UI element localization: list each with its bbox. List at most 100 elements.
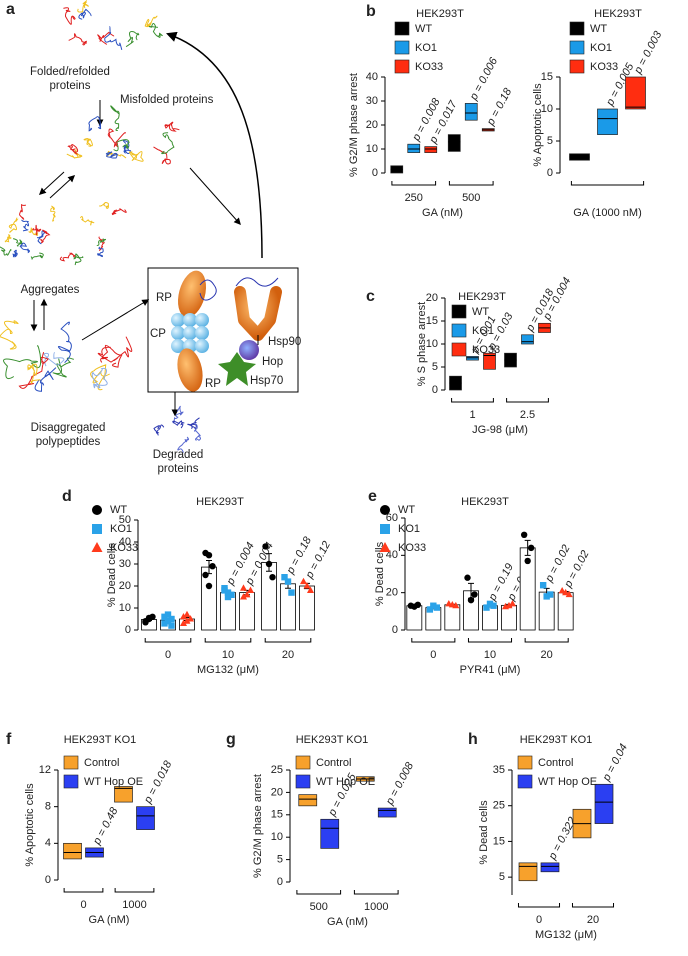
protein-strand bbox=[36, 230, 46, 245]
y-tick-label: 10 bbox=[271, 831, 283, 843]
protein-strand bbox=[105, 151, 119, 159]
protein-strand bbox=[34, 367, 57, 392]
node-label: RP bbox=[205, 378, 221, 390]
arrow bbox=[38, 171, 65, 195]
chart-title: HEK293T KO1 bbox=[520, 734, 593, 746]
protein-strand bbox=[88, 116, 102, 132]
y-tick-label: 10 bbox=[366, 143, 378, 155]
y-axis-label: % Dead cells bbox=[106, 542, 118, 607]
y-tick-label: 0 bbox=[45, 874, 51, 886]
panel-letter: g bbox=[226, 731, 236, 748]
category-bracket bbox=[506, 398, 549, 403]
x-tick-label: 500 bbox=[310, 901, 328, 913]
protein-strand bbox=[19, 204, 27, 220]
protein-strand bbox=[172, 420, 185, 429]
protein-strand bbox=[8, 217, 19, 233]
y-tick-label: 0 bbox=[125, 624, 131, 636]
legend-label: KO1 bbox=[472, 325, 494, 337]
protein-strand bbox=[97, 246, 104, 258]
data-point bbox=[414, 601, 422, 608]
protein-strand bbox=[177, 436, 190, 453]
legend-label: KO1 bbox=[398, 523, 420, 535]
box bbox=[483, 352, 496, 370]
proteasome-cp bbox=[171, 313, 209, 353]
p-value: p = 0.18 bbox=[484, 86, 514, 129]
node-label: CP bbox=[150, 328, 166, 340]
data-point bbox=[262, 543, 269, 550]
legend-swatch bbox=[517, 755, 533, 770]
legend-label: WT Hop OE bbox=[316, 776, 375, 788]
y-tick-label: 30 bbox=[366, 95, 378, 107]
legend-label: KO33 bbox=[398, 542, 426, 554]
protein-strand bbox=[104, 26, 123, 51]
legend-marker bbox=[380, 505, 390, 515]
legend-swatch bbox=[394, 59, 410, 74]
data-point bbox=[179, 619, 188, 626]
box bbox=[298, 794, 318, 807]
box bbox=[447, 134, 461, 152]
protein-strand bbox=[66, 149, 83, 159]
x-tick-label: 0 bbox=[80, 899, 86, 911]
chart-title: HEK293T KO1 bbox=[296, 734, 369, 746]
box bbox=[464, 103, 478, 121]
x-axis-label: GA (1000 nM) bbox=[573, 207, 641, 219]
protein-strand bbox=[99, 201, 109, 209]
category-bracket bbox=[570, 181, 645, 186]
y-axis-label: % Apoptotic cells bbox=[532, 83, 544, 167]
y-tick-label: 0 bbox=[392, 624, 398, 636]
y-tick-label: 5 bbox=[277, 854, 283, 866]
data-point bbox=[524, 557, 531, 565]
legend-marker bbox=[91, 542, 103, 552]
legend-label: WT bbox=[398, 504, 415, 516]
y-tick-label: 0 bbox=[277, 876, 283, 888]
data-point bbox=[239, 584, 248, 591]
y-axis-label: % G2/M phase arrest bbox=[252, 774, 264, 878]
legend-label: WT Hop OE bbox=[538, 776, 597, 788]
y-tick-label: 40 bbox=[119, 536, 131, 548]
protein-strand bbox=[0, 246, 12, 256]
protein-strand bbox=[110, 105, 120, 132]
x-axis-label: GA (nM) bbox=[89, 914, 130, 926]
box bbox=[424, 146, 438, 153]
protein-strand bbox=[111, 208, 127, 216]
data-point bbox=[205, 582, 213, 590]
data-point bbox=[142, 619, 149, 626]
data-point bbox=[246, 586, 255, 593]
category-bracket bbox=[114, 888, 155, 893]
panel-letter: b bbox=[366, 3, 376, 20]
legend-swatch bbox=[569, 21, 585, 36]
y-tick-label: 60 bbox=[386, 512, 398, 524]
protein-strand bbox=[83, 137, 93, 147]
panel-letter: d bbox=[62, 488, 72, 505]
protein-strand bbox=[164, 121, 180, 132]
data-point bbox=[452, 601, 460, 609]
client bbox=[235, 277, 279, 287]
data-point bbox=[145, 614, 153, 622]
legend-swatch bbox=[451, 342, 467, 357]
protein-strand bbox=[144, 15, 158, 28]
data-point bbox=[303, 582, 311, 589]
curved-arrow bbox=[166, 31, 263, 259]
protein-strand bbox=[3, 345, 42, 380]
protein-strand bbox=[78, 8, 92, 20]
protein-strand bbox=[161, 132, 175, 155]
legend-label: KO33 bbox=[590, 61, 618, 73]
protein-strand bbox=[97, 31, 115, 45]
protein-strand bbox=[68, 33, 88, 46]
category-bracket bbox=[451, 398, 494, 403]
x-tick-label: 1 bbox=[469, 409, 475, 421]
y-tick-label: 40 bbox=[386, 549, 398, 561]
node-label: polypeptides bbox=[36, 436, 101, 448]
box bbox=[136, 806, 155, 830]
panel-letter: f bbox=[6, 731, 12, 748]
protein-strand bbox=[97, 336, 133, 363]
x-axis-label: GA (nM) bbox=[327, 916, 368, 928]
y-axis-label: % G2/M phase arrest bbox=[348, 73, 360, 177]
y-tick-label: 20 bbox=[426, 292, 438, 304]
protein-strand bbox=[12, 249, 18, 258]
category-bracket bbox=[204, 638, 252, 643]
data-point bbox=[161, 613, 168, 620]
hsp70 bbox=[218, 352, 256, 386]
category-bracket bbox=[264, 638, 312, 643]
box bbox=[521, 334, 534, 345]
